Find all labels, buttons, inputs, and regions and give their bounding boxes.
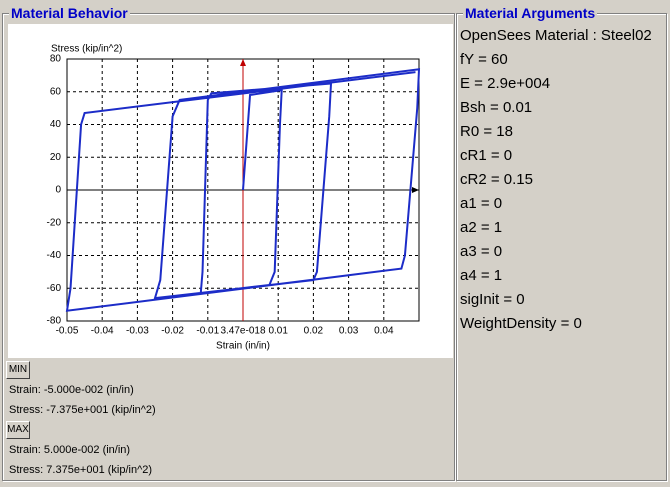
x-tick-label: 0.04 [374, 326, 394, 337]
x-tick-label: 3.47e-018 [220, 326, 265, 337]
max-strain: Strain: 5.000e-002 (in/in) [9, 444, 131, 456]
x-tick-label: -0.05 [56, 326, 79, 337]
chart-background [8, 24, 453, 358]
y-tick-label: -60 [47, 283, 62, 294]
y-tick-label: -40 [47, 250, 62, 261]
argument-line: cR1 = 0 [460, 147, 513, 164]
argument-line: a1 = 0 [460, 195, 503, 212]
argument-line: R0 = 18 [460, 123, 513, 140]
x-tick-label: -0.03 [126, 326, 149, 337]
y-tick-label: 0 [55, 185, 61, 196]
y-tick-label: -80 [47, 316, 62, 327]
y-tick-label: 60 [50, 86, 62, 97]
x-tick-label: -0.01 [196, 326, 219, 337]
argument-line: WeightDensity = 0 [460, 315, 582, 332]
argument-line: a3 = 0 [460, 243, 503, 260]
y-axis-label: Stress (kip/in^2) [51, 44, 122, 55]
min-strain: Strain: -5.000e-002 (in/in) [9, 384, 134, 396]
x-axis-label: Strain (in/in) [216, 341, 270, 352]
data-line [65, 68, 421, 312]
x-axis-arrow [412, 187, 419, 193]
behavior-group: Material Behavior [2, 5, 455, 481]
chart: Stress (kip/in^2) Strain (in/in) -80 -60 -… [8, 24, 453, 358]
argument-line: cR2 = 0.15 [460, 171, 533, 188]
argument-line: a4 = 1 [460, 267, 503, 284]
x-tick-label: -0.04 [91, 326, 114, 337]
argument-line: sigInit = 0 [460, 291, 525, 308]
arguments-group: Material Arguments [456, 5, 667, 481]
argument-line: a2 = 1 [460, 219, 503, 236]
x-tick-label: -0.02 [161, 326, 184, 337]
y-tick-label: 40 [50, 119, 62, 130]
y-tick-label: 20 [50, 152, 62, 163]
min-stress: Stress: -7.375e+001 (kip/in^2) [9, 404, 156, 416]
argument-line: Bsh = 0.01 [460, 99, 533, 116]
group-title: Material Behavior [9, 5, 130, 21]
x-tick-label: 0.01 [268, 326, 288, 337]
max-stress: Stress: 7.375e+001 (kip/in^2) [9, 464, 153, 476]
argument-line: fY = 60 [460, 51, 508, 68]
min-button[interactable]: MIN [6, 361, 30, 379]
argument-line: OpenSees Material : Steel02 [460, 27, 652, 44]
argument-line: E = 2.9e+004 [460, 75, 551, 92]
x-tick-label: 0.02 [304, 326, 324, 337]
y-axis-arrow [240, 59, 246, 66]
y-tick-label: -20 [47, 217, 62, 228]
x-tick-label: 0.03 [339, 326, 359, 337]
group-title: Material Arguments [463, 5, 598, 21]
y-tick-label: 80 [50, 54, 62, 65]
max-button[interactable]: MAX [6, 421, 30, 439]
